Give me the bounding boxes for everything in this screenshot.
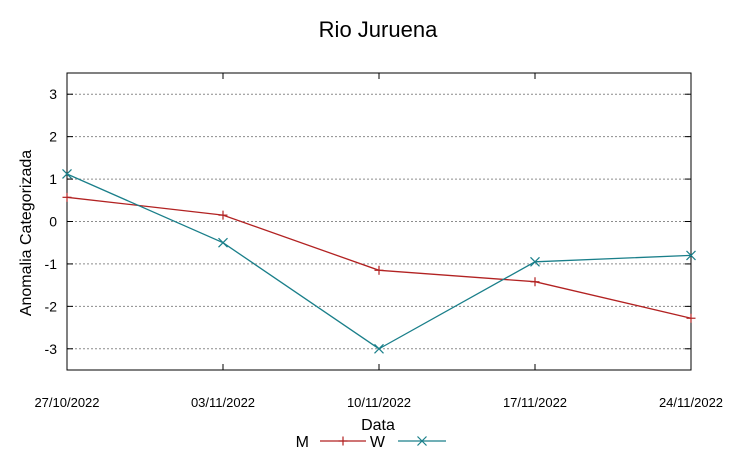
- data-point: [374, 343, 384, 354]
- x-axis-label: Data: [361, 417, 395, 434]
- chart-title: Rio Juruena: [319, 17, 438, 42]
- x-tick-label: 27/10/2022: [34, 395, 99, 410]
- y-tick-label: 3: [49, 86, 57, 102]
- series-group: [62, 169, 696, 354]
- data-point: [686, 250, 696, 261]
- y-axis-label: Anomalia Categorizada: [18, 150, 35, 316]
- y-tick-label: -3: [45, 341, 58, 357]
- x-tick-label: 10/11/2022: [347, 395, 411, 410]
- x-tick-label: 24/11/2022: [659, 395, 723, 410]
- x-ticks: 27/10/2022 03/11/2022 10/11/2022 17/11/2022…: [34, 73, 723, 410]
- data-point: [530, 256, 540, 267]
- y-tick-label: -1: [45, 256, 58, 272]
- x-tick-label: 03/11/2022: [191, 395, 255, 410]
- data-point: [218, 237, 228, 248]
- y-ticks: 3 2 1 0 -1 -2 -3: [45, 86, 691, 357]
- legend-marker: [417, 436, 427, 446]
- data-point: [686, 313, 696, 323]
- grid: [67, 93, 691, 350]
- y-tick-label: 0: [49, 214, 57, 230]
- y-tick-label: -2: [45, 298, 58, 314]
- legend-marker: [338, 436, 348, 446]
- y-tick-label: 2: [49, 129, 57, 145]
- data-point: [62, 192, 72, 202]
- x-tick-label: 17/11/2022: [503, 395, 567, 410]
- y-tick-label: 1: [49, 171, 57, 187]
- legend-label: W: [370, 434, 386, 451]
- legend-label: M: [296, 434, 309, 451]
- data-point: [374, 265, 384, 275]
- data-point: [62, 169, 72, 179]
- data-point: [218, 210, 228, 220]
- series-line-W: [66, 173, 692, 350]
- data-point: [530, 277, 540, 287]
